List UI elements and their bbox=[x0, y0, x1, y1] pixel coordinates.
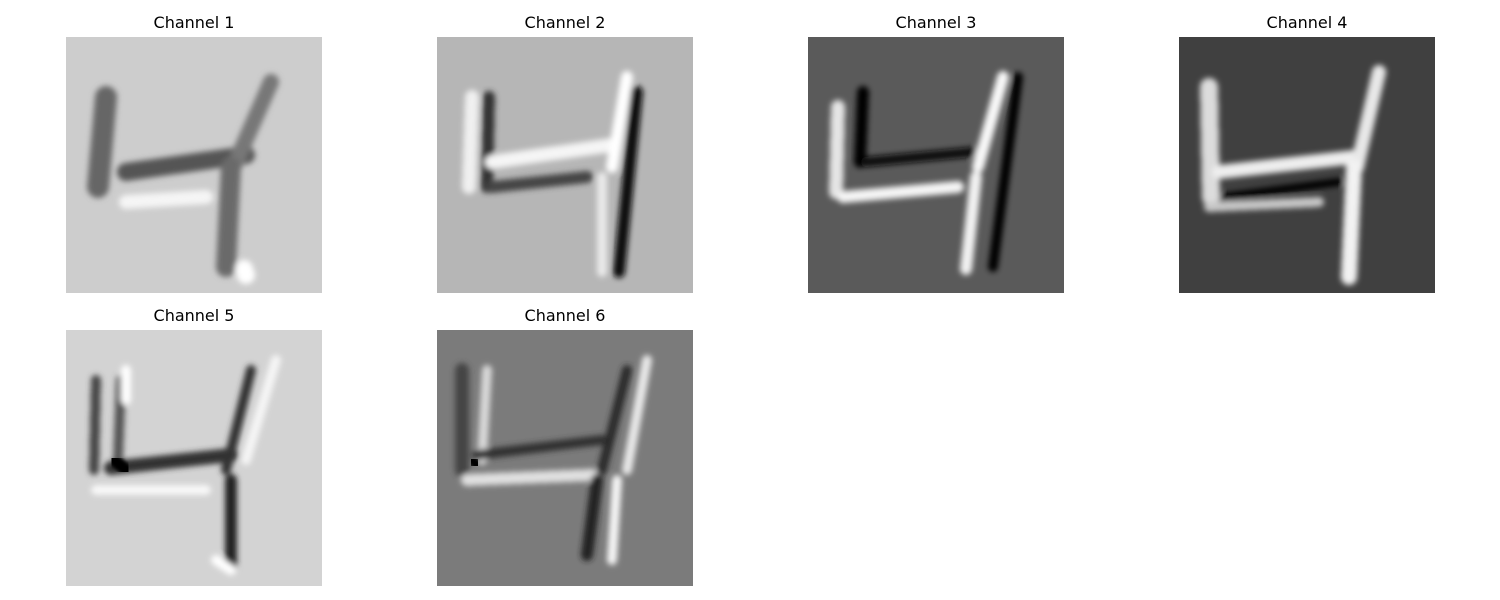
channel-2-background bbox=[437, 37, 693, 293]
channel-2-title: Channel 2 bbox=[524, 13, 606, 32]
channel-1-title: Channel 1 bbox=[153, 13, 235, 32]
channel-4-feature-map bbox=[1179, 37, 1435, 293]
channel-3-title: Channel 3 bbox=[895, 13, 977, 32]
channel-6-feature-map bbox=[437, 330, 693, 586]
channel-6-title: Channel 6 bbox=[524, 306, 606, 325]
channel-1-feature-map bbox=[66, 37, 322, 293]
channel-5-title: Channel 5 bbox=[153, 306, 235, 325]
channel-3-background bbox=[808, 37, 1064, 293]
channel-5-feature-map bbox=[66, 330, 322, 586]
channel-2-feature-map bbox=[437, 37, 693, 293]
channel-3-feature-map bbox=[808, 37, 1064, 293]
channel-4-title: Channel 4 bbox=[1266, 13, 1348, 32]
